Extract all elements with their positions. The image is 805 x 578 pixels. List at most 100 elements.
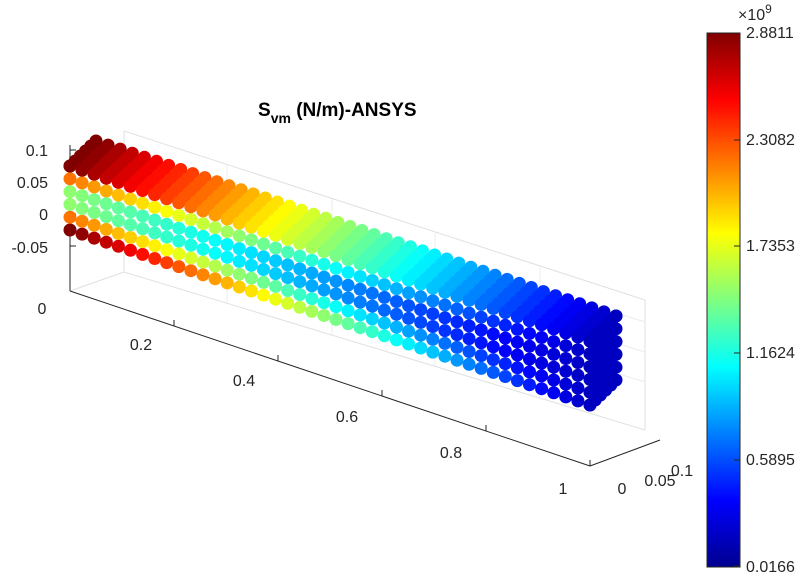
scatter-point [293, 236, 307, 250]
scatter-point [450, 302, 464, 316]
scatter-point [498, 306, 512, 319]
scatter-point [438, 349, 452, 363]
scatter-point [353, 257, 367, 271]
scatter-point [305, 266, 319, 280]
scatter-point [462, 332, 476, 346]
scatter-point [438, 324, 452, 338]
scatter-point [63, 172, 77, 186]
scatter-point [559, 339, 573, 353]
scatter-point [75, 227, 89, 241]
scatter-point [498, 344, 512, 358]
y-tick-label-0.05: 0.05 [644, 473, 675, 490]
scatter-point [184, 264, 198, 278]
scatter-point [523, 327, 536, 340]
scatter-point [377, 303, 391, 317]
scatter-point [486, 365, 500, 379]
scatter-point [208, 221, 222, 235]
scatter-point [523, 314, 536, 328]
scatter-point [317, 283, 331, 297]
scatter-point [559, 326, 573, 340]
scatter-point [414, 315, 428, 329]
scatter-point [136, 247, 150, 261]
scatter-point [305, 304, 319, 318]
scatter-point [341, 265, 355, 279]
scatter-points [63, 134, 623, 412]
scatter-point [196, 242, 210, 256]
scatter-point [196, 255, 210, 269]
scatter-point [402, 286, 416, 300]
y-tick-label-0.1: 0.1 [671, 463, 693, 480]
scatter-point [87, 231, 101, 245]
scatter-point [329, 313, 343, 326]
scatter-point [317, 270, 331, 284]
scatter-point [124, 205, 137, 219]
scatter-point [172, 196, 186, 210]
scatter-point [317, 245, 331, 258]
scatter-point [148, 213, 162, 227]
scatter-point [498, 331, 512, 345]
scatter-point [571, 343, 585, 357]
scatter-point [402, 299, 416, 313]
chart-title-subscript: vm [271, 110, 291, 126]
scatter-point [257, 237, 270, 251]
scatter-point [341, 304, 355, 318]
scatter-point [293, 300, 307, 314]
scatter-point [111, 214, 125, 228]
scatter-point [257, 263, 270, 276]
scatter-point [486, 340, 500, 354]
scatter-point [486, 301, 500, 315]
scatter-point [547, 347, 561, 361]
scatter-point [547, 335, 561, 349]
chart-title-rest: (N/m)-ANSYS [291, 100, 417, 121]
x-tick-label-0: 0 [38, 301, 47, 318]
scatter-point [341, 253, 355, 267]
colorbar-tick-label-0: 2.8811 [746, 25, 794, 42]
scatter-point [390, 295, 403, 308]
colorbar-tick-label-2: 1.7353 [746, 238, 795, 255]
colorbar-tick-label-3: 1.1624 [746, 345, 795, 362]
colorbar-gradient [706, 32, 741, 568]
scatter-point [498, 357, 512, 371]
scatter-point [87, 193, 101, 207]
scatter-point [269, 241, 283, 255]
scatter-point [160, 192, 174, 206]
scatter-point [293, 288, 307, 301]
scatter-point [535, 382, 549, 396]
scatter-point [523, 365, 536, 379]
scatter-point [111, 201, 125, 215]
scatter-point [426, 345, 440, 359]
scatter-point [136, 222, 150, 236]
scatter-point [535, 318, 549, 332]
scatter-point [377, 278, 391, 292]
scatter-point [281, 245, 295, 259]
scatter-point [124, 243, 137, 257]
scatter-point [523, 352, 536, 366]
scatter-point [208, 272, 222, 286]
scatter-point [377, 316, 391, 330]
scatter-point [111, 175, 125, 189]
scatter-point [172, 260, 186, 274]
scatter-point [208, 208, 222, 222]
scatter-point [571, 368, 585, 382]
x-tick-label-0.4: 0.4 [233, 373, 255, 390]
scatter-point [293, 262, 307, 276]
scatter-point [305, 292, 319, 306]
scatter-point [244, 258, 258, 272]
scatter-point [426, 294, 440, 308]
scatter-point [99, 210, 113, 224]
colorbar-exponent-power: 9 [765, 2, 772, 16]
scatter-point [281, 284, 295, 297]
scatter-point [571, 356, 585, 369]
scatter-point [305, 253, 319, 267]
scatter-point [184, 213, 198, 226]
scatter-point [244, 246, 258, 260]
scatter-point [196, 229, 210, 243]
scatter-point [136, 183, 150, 197]
scatter-point [232, 254, 246, 268]
scatter-point [426, 320, 440, 333]
scatter-point [571, 394, 585, 408]
scatter-point [63, 210, 77, 224]
scatter-point [63, 185, 77, 199]
scatter-point [462, 319, 476, 333]
scatter-point [75, 202, 89, 215]
